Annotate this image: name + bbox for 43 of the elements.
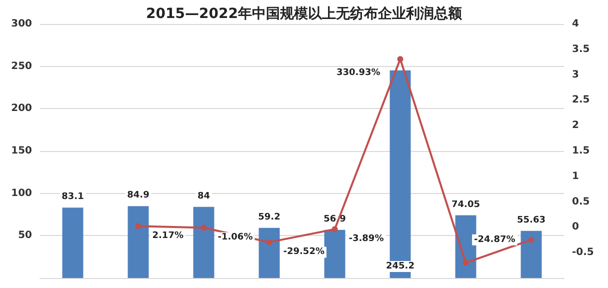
- point: [200, 224, 207, 231]
- y-tick-label: 50: [18, 230, 32, 242]
- y-tick-label: 250: [11, 60, 32, 72]
- y2-tick-label: 0: [572, 222, 579, 233]
- data-label: 2.17%: [152, 231, 184, 242]
- data-label: 84: [197, 191, 210, 202]
- data-label: 330.93%: [336, 68, 380, 78]
- data-label: -1.06%: [218, 232, 253, 243]
- y2-tick-label: 1: [572, 170, 579, 182]
- data-label: 83.1: [62, 192, 84, 202]
- point: [135, 223, 142, 230]
- point: [332, 226, 338, 232]
- data-label: 74.05: [452, 200, 480, 210]
- bar: [258, 228, 280, 278]
- point: [528, 236, 534, 243]
- y2-tick-label: 4: [572, 18, 579, 30]
- y2-tick-label: 3.5: [572, 44, 590, 55]
- y2-tick-label: 3: [572, 69, 579, 80]
- data-label: 245.2: [386, 262, 414, 272]
- bar: [193, 206, 214, 278]
- point: [397, 56, 404, 62]
- point: [266, 239, 272, 246]
- bar: [520, 230, 542, 278]
- y-tick-label: 100: [11, 188, 32, 199]
- data-label: 59.2: [258, 212, 280, 222]
- y2-tick-label: 0.5: [572, 196, 590, 208]
- data-label: 84.9: [127, 190, 150, 201]
- data-label: -3.89%: [348, 234, 384, 244]
- bar: [62, 208, 84, 278]
- bar: [128, 206, 149, 278]
- y2-tick-label: 2.5: [572, 94, 590, 106]
- point: [462, 260, 469, 266]
- y2-tick-label: 1.5: [572, 146, 590, 156]
- y2-tick-label: -0.5: [572, 247, 594, 258]
- y-tick-label: 150: [11, 146, 32, 156]
- chart-title: 2015—2022年中国规模以上无纺布企业利润总额: [146, 5, 463, 22]
- bar: [324, 230, 346, 278]
- y-tick-label: 200: [11, 103, 32, 114]
- data-label: -29.52%: [283, 247, 324, 258]
- y-tick-label: 300: [11, 18, 32, 30]
- data-label: 55.63: [517, 215, 546, 226]
- data-label: -24.87%: [474, 234, 516, 245]
- y2-tick-label: 2: [572, 120, 579, 132]
